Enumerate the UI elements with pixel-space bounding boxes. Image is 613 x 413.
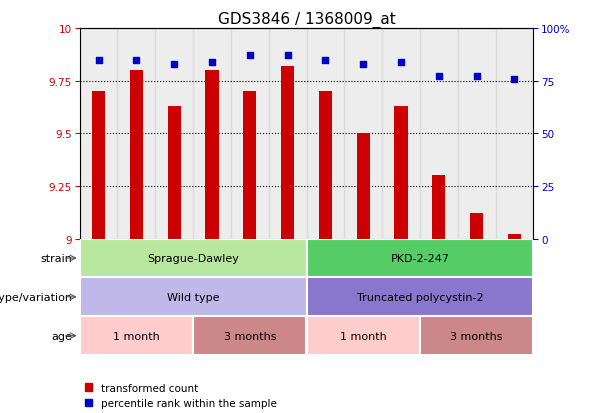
- Point: [472, 74, 482, 81]
- Text: 1 month: 1 month: [340, 331, 387, 341]
- Legend: transformed count, percentile rank within the sample: transformed count, percentile rank withi…: [85, 383, 276, 408]
- Bar: [470, 214, 483, 239]
- Bar: [458, 29, 495, 239]
- Bar: [167, 107, 181, 239]
- Bar: [306, 278, 533, 316]
- Text: Sprague-Dawley: Sprague-Dawley: [147, 254, 239, 263]
- Bar: [155, 29, 193, 239]
- Bar: [495, 29, 533, 239]
- Text: genotype/variation: genotype/variation: [0, 292, 73, 302]
- Bar: [508, 235, 521, 239]
- Bar: [130, 71, 143, 239]
- Bar: [420, 316, 533, 355]
- Bar: [306, 316, 420, 355]
- Point: [131, 57, 141, 64]
- Bar: [80, 278, 306, 316]
- Text: Truncated polycystin-2: Truncated polycystin-2: [357, 292, 483, 302]
- Bar: [319, 92, 332, 239]
- Bar: [193, 316, 306, 355]
- Bar: [432, 176, 446, 239]
- Bar: [80, 29, 118, 239]
- Point: [283, 53, 292, 59]
- Text: age: age: [52, 331, 73, 341]
- Bar: [382, 29, 420, 239]
- Bar: [92, 92, 105, 239]
- Point: [509, 76, 519, 83]
- Bar: [306, 29, 345, 239]
- Bar: [80, 239, 306, 278]
- Text: 3 months: 3 months: [224, 331, 276, 341]
- Text: PKD-2-247: PKD-2-247: [390, 254, 449, 263]
- Point: [94, 57, 104, 64]
- Bar: [306, 239, 533, 278]
- Bar: [357, 134, 370, 239]
- Bar: [281, 67, 294, 239]
- Bar: [268, 29, 306, 239]
- Point: [169, 61, 179, 68]
- Text: Wild type: Wild type: [167, 292, 219, 302]
- Point: [321, 57, 330, 64]
- Point: [358, 61, 368, 68]
- Text: 1 month: 1 month: [113, 331, 160, 341]
- Bar: [231, 29, 268, 239]
- Bar: [394, 107, 408, 239]
- Point: [207, 59, 217, 66]
- Bar: [118, 29, 155, 239]
- Bar: [345, 29, 382, 239]
- Bar: [193, 29, 231, 239]
- Text: 3 months: 3 months: [451, 331, 503, 341]
- Title: GDS3846 / 1368009_at: GDS3846 / 1368009_at: [218, 12, 395, 28]
- Point: [245, 53, 255, 59]
- Point: [396, 59, 406, 66]
- Text: strain: strain: [41, 254, 73, 263]
- Bar: [80, 316, 193, 355]
- Bar: [420, 29, 458, 239]
- Point: [434, 74, 444, 81]
- Bar: [205, 71, 219, 239]
- Bar: [243, 92, 256, 239]
